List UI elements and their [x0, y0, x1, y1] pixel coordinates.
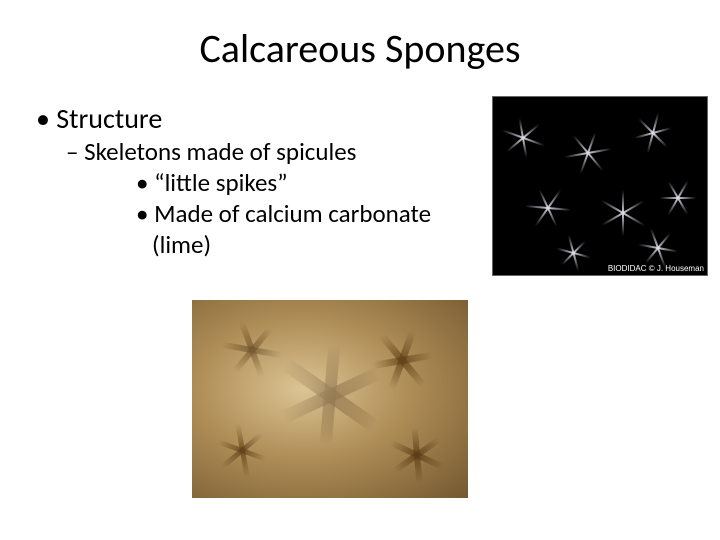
slide: Calcareous Sponges Structure Skeletons m… [0, 0, 720, 540]
spicule-image-sepia [192, 300, 468, 498]
bullet-l3a-text: “little spikes” [154, 167, 288, 198]
sepia-overlay [192, 300, 468, 498]
spicule-image-dark: BIODIDAC © J. Houseman [492, 96, 708, 276]
bullet-l1-text: Structure [56, 101, 162, 136]
spicule-line [622, 190, 624, 236]
image-credit: BIODIDAC © J. Houseman [608, 264, 704, 273]
bullet-l3b-text: Made of calcium carbonate [154, 198, 431, 229]
bullet-l2-text: Skeletons made of spicules [84, 136, 356, 167]
slide-title: Calcareous Sponges [36, 24, 684, 73]
